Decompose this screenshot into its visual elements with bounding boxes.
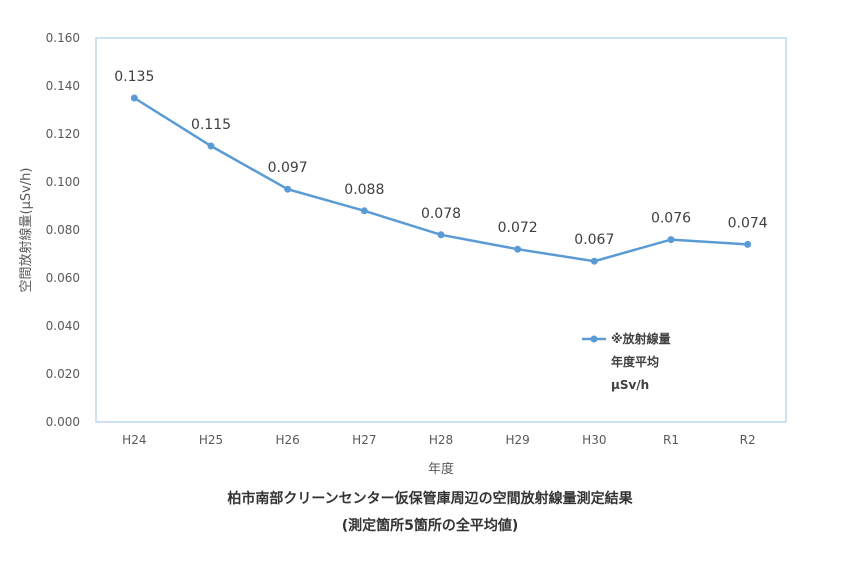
y-axis-ticks: 0.000 0.020 0.040 0.060 0.080 0.100 0.120 0.140… bbox=[46, 31, 80, 429]
data-points bbox=[130, 94, 752, 265]
x-axis-ticks: H24 H25 H26 H27 H28 H29 H30 R1 R2 bbox=[122, 433, 755, 447]
data-label: 0.135 bbox=[114, 69, 154, 85]
legend-label-line-2: 年度平均 bbox=[611, 354, 659, 369]
x-tick-label: H29 bbox=[506, 433, 530, 447]
data-label: 0.097 bbox=[268, 160, 308, 176]
legend: ※放射線量 年度平均 μSv/h bbox=[582, 331, 671, 392]
data-label: 0.078 bbox=[421, 206, 461, 222]
y-tick-label: 0.020 bbox=[46, 367, 80, 381]
data-point bbox=[437, 231, 445, 239]
y-tick-label: 0.160 bbox=[46, 31, 80, 45]
data-point bbox=[590, 257, 598, 265]
x-tick-label: H26 bbox=[276, 433, 300, 447]
data-label: 0.076 bbox=[651, 211, 691, 227]
chart-caption-subtitle: (測定箇所5箇所の全平均値) bbox=[342, 517, 519, 534]
x-axis-title: 年度 bbox=[428, 461, 454, 477]
y-tick-label: 0.140 bbox=[46, 79, 80, 93]
plot-area bbox=[95, 37, 787, 423]
y-tick-label: 0.100 bbox=[46, 175, 80, 189]
data-label: 0.067 bbox=[574, 232, 614, 248]
data-point bbox=[360, 207, 368, 215]
data-point bbox=[667, 236, 675, 244]
data-label: 0.088 bbox=[344, 182, 384, 198]
legend-label-line-1: ※放射線量 bbox=[611, 331, 671, 346]
y-tick-label: 0.000 bbox=[46, 415, 80, 429]
legend-marker bbox=[590, 335, 598, 343]
x-tick-label: H30 bbox=[582, 433, 606, 447]
y-axis-title: 空間放射線量(μSv/h) bbox=[18, 168, 34, 293]
x-tick-label: R2 bbox=[740, 433, 756, 447]
data-point bbox=[514, 245, 522, 253]
data-point bbox=[207, 142, 215, 150]
x-tick-label: H27 bbox=[352, 433, 376, 447]
y-tick-label: 0.080 bbox=[46, 223, 80, 237]
data-point bbox=[744, 240, 752, 248]
data-label: 0.115 bbox=[191, 117, 231, 133]
y-tick-label: 0.120 bbox=[46, 127, 80, 141]
x-tick-label: H28 bbox=[429, 433, 453, 447]
data-label: 0.072 bbox=[498, 220, 538, 236]
x-tick-label: R1 bbox=[663, 433, 679, 447]
legend-label-line-3: μSv/h bbox=[611, 378, 649, 392]
chart-caption-title: 柏市南部クリーンセンター仮保管庫周辺の空間放射線量測定結果 bbox=[227, 490, 633, 507]
data-labels: 0.135 0.115 0.097 0.088 0.078 0.072 0.067 0.076… bbox=[114, 69, 768, 248]
data-label: 0.074 bbox=[728, 215, 768, 231]
y-tick-label: 0.060 bbox=[46, 271, 80, 285]
x-tick-label: H25 bbox=[199, 433, 223, 447]
x-tick-label: H24 bbox=[122, 433, 146, 447]
data-point bbox=[130, 94, 138, 102]
y-tick-label: 0.040 bbox=[46, 319, 80, 333]
data-point bbox=[284, 185, 292, 193]
